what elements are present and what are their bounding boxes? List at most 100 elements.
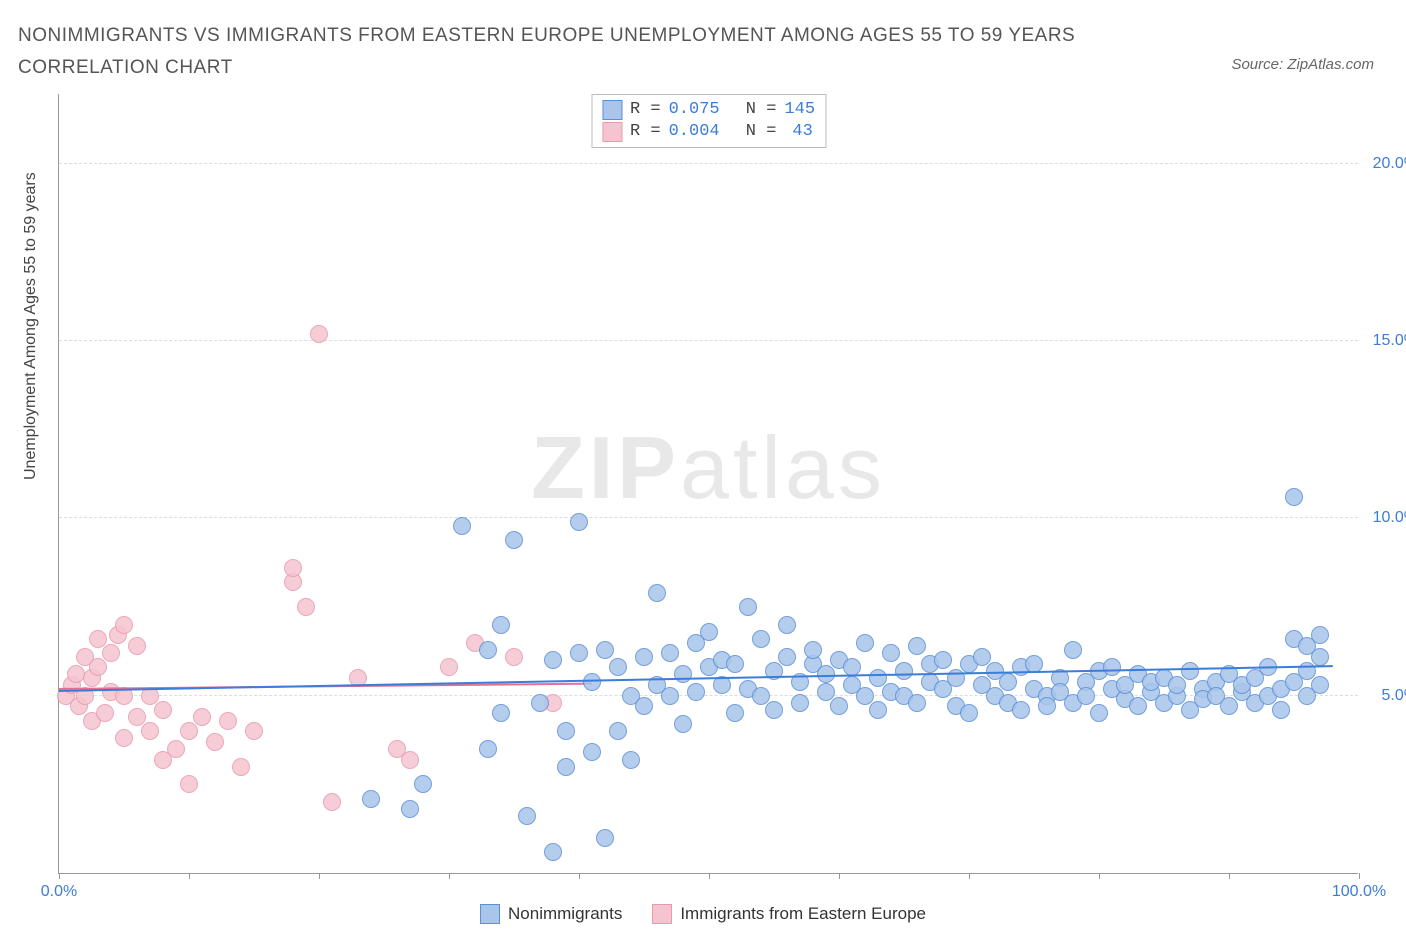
legend-swatch-pink [652, 904, 672, 924]
data-point-pink [245, 722, 263, 740]
data-point-blue [674, 715, 692, 733]
y-tick-label: 10.0% [1373, 509, 1406, 527]
data-point-blue [596, 829, 614, 847]
data-point-blue [362, 790, 380, 808]
data-point-blue [778, 616, 796, 634]
grid-line [59, 517, 1358, 518]
stat-row-blue: R = 0.075 N = 145 [602, 99, 815, 121]
data-point-pink [206, 733, 224, 751]
legend-item-pink: Immigrants from Eastern Europe [652, 904, 926, 924]
data-point-blue [401, 800, 419, 818]
data-point-blue [1311, 648, 1329, 666]
data-point-blue [804, 641, 822, 659]
data-point-blue [609, 658, 627, 676]
n-label: N = [746, 99, 777, 121]
x-tick [59, 873, 60, 879]
data-point-blue [479, 740, 497, 758]
x-tick [319, 873, 320, 879]
data-point-blue [1090, 704, 1108, 722]
r-value-blue: 0.075 [669, 99, 720, 121]
data-point-blue [544, 843, 562, 861]
data-point-blue [1012, 701, 1030, 719]
watermark: ZIPatlas [531, 417, 886, 519]
x-tick [189, 873, 190, 879]
n-value-blue: 145 [784, 99, 815, 121]
data-point-blue [778, 648, 796, 666]
data-point-pink [102, 644, 120, 662]
data-point-blue [583, 743, 601, 761]
x-tick [1359, 873, 1360, 879]
data-point-blue [856, 634, 874, 652]
data-point-pink [297, 598, 315, 616]
r-label: R = [630, 121, 661, 143]
data-point-blue [1311, 676, 1329, 694]
data-point-blue [1064, 641, 1082, 659]
data-point-blue [1129, 697, 1147, 715]
data-point-pink [180, 775, 198, 793]
data-point-blue [505, 531, 523, 549]
data-point-blue [700, 623, 718, 641]
data-point-blue [1038, 697, 1056, 715]
data-point-blue [791, 694, 809, 712]
data-point-blue [492, 704, 510, 722]
data-point-blue [752, 630, 770, 648]
data-point-blue [609, 722, 627, 740]
data-point-blue [570, 644, 588, 662]
x-tick [449, 873, 450, 879]
stat-row-pink: R = 0.004 N = 43 [602, 121, 815, 143]
data-point-blue [479, 641, 497, 659]
data-point-pink [89, 658, 107, 676]
data-point-blue [1285, 488, 1303, 506]
data-point-blue [648, 584, 666, 602]
watermark-bold: ZIP [531, 418, 680, 517]
r-label: R = [630, 99, 661, 121]
r-value-pink: 0.004 [669, 121, 720, 143]
data-point-pink [505, 648, 523, 666]
data-point-blue [661, 687, 679, 705]
data-point-pink [219, 712, 237, 730]
y-axis-label: Unemployment Among Ages 55 to 59 years [22, 172, 40, 480]
data-point-blue [908, 694, 926, 712]
data-point-blue [596, 641, 614, 659]
data-point-pink [232, 758, 250, 776]
grid-line [59, 163, 1358, 164]
x-tick-label: 100.0% [1332, 883, 1386, 901]
chart-title: NONIMMIGRANTS VS IMMIGRANTS FROM EASTERN… [18, 20, 1118, 85]
data-point-blue [726, 655, 744, 673]
data-point-pink [323, 793, 341, 811]
data-point-blue [635, 648, 653, 666]
data-point-blue [1103, 658, 1121, 676]
source-attribution: Source: ZipAtlas.com [1231, 56, 1374, 73]
data-point-blue [1220, 697, 1238, 715]
data-point-pink [440, 658, 458, 676]
legend-label-blue: Nonimmigrants [508, 904, 622, 924]
data-point-blue [895, 662, 913, 680]
data-point-blue [1168, 676, 1186, 694]
swatch-pink [602, 122, 622, 142]
x-tick [1229, 873, 1230, 879]
data-point-blue [544, 651, 562, 669]
data-point-blue [414, 775, 432, 793]
data-point-blue [869, 701, 887, 719]
correlation-stats-box: R = 0.075 N = 145 R = 0.004 N = 43 [591, 94, 826, 148]
x-tick [1099, 873, 1100, 879]
y-tick-label: 15.0% [1373, 332, 1406, 350]
data-point-blue [453, 517, 471, 535]
data-point-blue [661, 644, 679, 662]
data-point-blue [635, 697, 653, 715]
data-point-blue [1272, 701, 1290, 719]
data-point-pink [96, 704, 114, 722]
data-point-blue [1181, 662, 1199, 680]
y-tick-label: 5.0% [1382, 687, 1406, 705]
data-point-blue [765, 701, 783, 719]
x-tick [709, 873, 710, 879]
data-point-pink [401, 751, 419, 769]
data-point-blue [1077, 687, 1095, 705]
data-point-pink [180, 722, 198, 740]
data-point-blue [999, 673, 1017, 691]
data-point-blue [557, 758, 575, 776]
data-point-blue [557, 722, 575, 740]
data-point-pink [128, 637, 146, 655]
legend-swatch-blue [480, 904, 500, 924]
legend-label-pink: Immigrants from Eastern Europe [680, 904, 926, 924]
